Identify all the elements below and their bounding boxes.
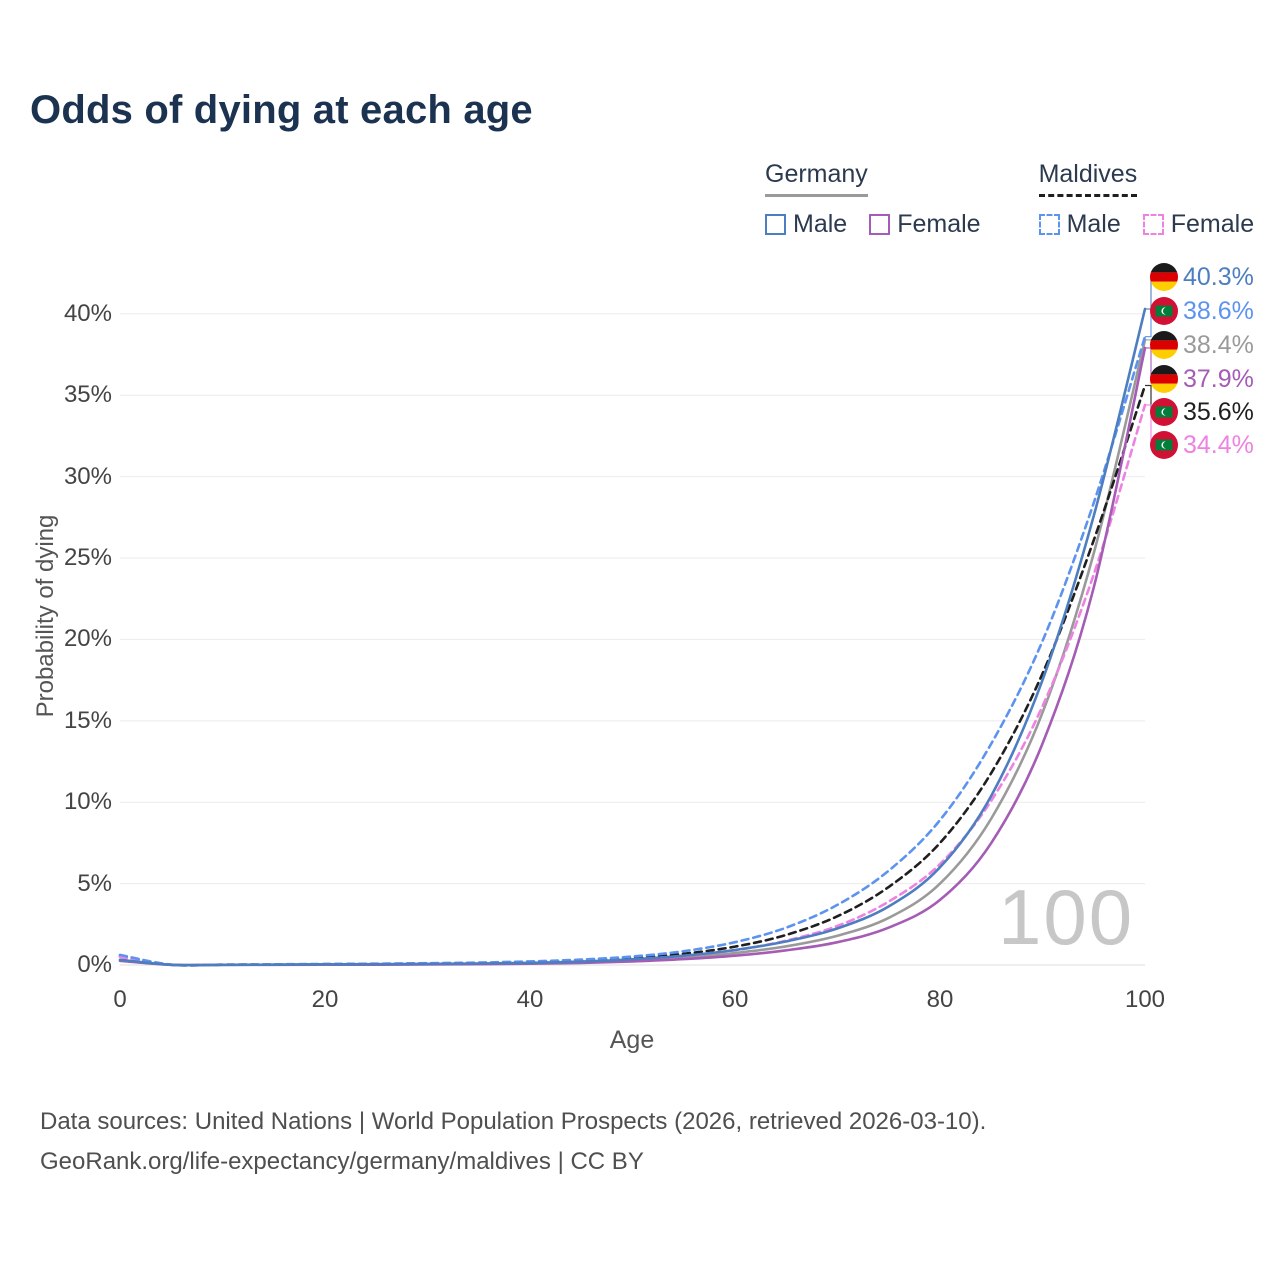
legend: Germany Male Female Maldives Male Female: [765, 160, 1254, 239]
legend-maldives-title: Maldives: [1038, 160, 1138, 197]
legend-item-germany-male[interactable]: Male: [765, 210, 847, 239]
series-line-maldives-female: [118, 403, 1147, 967]
maldives-female-swatch-icon: [1142, 214, 1164, 235]
germany-flag-icon: [1150, 331, 1178, 359]
y-tick-label: 15%: [63, 706, 112, 734]
attribution-text: GeoRank.org/life-expectancy/germany/mald…: [40, 1148, 644, 1175]
x-tick-label: 0: [113, 986, 127, 1013]
x-axis-label: Age: [609, 1026, 655, 1054]
germany-flag-icon: [1150, 263, 1178, 291]
end-label-value: 34.4%: [1183, 430, 1254, 459]
maldives-male-swatch-icon: [1038, 214, 1060, 235]
end-label-value: 38.6%: [1183, 296, 1254, 325]
end-label: 38.4%: [1150, 328, 1254, 362]
legend-item-maldives-male[interactable]: Male: [1038, 210, 1121, 239]
maldives-flag-icon: [1150, 431, 1178, 459]
end-label: 40.3%: [1150, 260, 1254, 294]
y-tick-label: 40%: [63, 299, 112, 327]
legend-group-germany: Germany Male Female: [765, 160, 981, 239]
end-label-value: 40.3%: [1183, 262, 1254, 291]
legend-item-germany-female[interactable]: Female: [869, 210, 981, 239]
series-line-germany-female: [118, 346, 1147, 967]
maldives-flag-icon: [1150, 297, 1178, 325]
x-tick-label: 100: [1124, 986, 1166, 1013]
series-line-maldives-both: [118, 384, 1147, 967]
end-label: 37.9%: [1150, 362, 1254, 396]
series-line-maldives-male: [118, 335, 1147, 967]
germany-flag-icon: [1150, 365, 1178, 393]
y-tick-label: 35%: [63, 381, 112, 409]
y-tick-label: 30%: [63, 462, 112, 490]
end-label: 38.6%: [1150, 294, 1254, 328]
page-title: Odds of dying at each age: [30, 88, 533, 132]
end-label: 35.6%: [1150, 395, 1254, 429]
end-label: 34.4%: [1150, 428, 1254, 462]
chart-plot-area: [118, 276, 1158, 967]
age-watermark: 100: [998, 873, 1135, 961]
end-label-value: 35.6%: [1183, 397, 1254, 426]
y-tick-label: 20%: [63, 625, 112, 653]
legend-item-maldives-female[interactable]: Female: [1142, 210, 1255, 239]
maldives-flag-icon: [1150, 398, 1178, 426]
legend-maldives-female-label: Female: [1170, 210, 1255, 238]
legend-group-maldives: Maldives Male Female: [1038, 160, 1255, 239]
y-tick-label: 10%: [63, 788, 112, 816]
end-label-value: 37.9%: [1183, 364, 1254, 393]
x-tick-label: 60: [721, 986, 749, 1013]
data-sources-text: Data sources: United Nations | World Pop…: [40, 1108, 987, 1135]
germany-female-swatch-icon: [869, 214, 891, 235]
legend-germany-male-label: Male: [793, 210, 848, 238]
x-tick-label: 80: [926, 986, 954, 1013]
germany-male-swatch-icon: [765, 214, 786, 235]
legend-germany-title: Germany: [765, 160, 868, 197]
x-tick-label: 20: [311, 986, 339, 1013]
y-tick-label: 5%: [77, 869, 112, 897]
x-tick-label: 40: [516, 986, 544, 1013]
y-tick-label: 0%: [77, 951, 112, 978]
series-line-germany-male: [118, 307, 1147, 967]
legend-maldives-male-label: Male: [1066, 210, 1121, 238]
legend-germany-female-label: Female: [897, 210, 981, 238]
series-line-germany-both: [118, 338, 1147, 967]
y-tick-label: 25%: [63, 544, 112, 572]
end-label-value: 38.4%: [1183, 330, 1254, 359]
